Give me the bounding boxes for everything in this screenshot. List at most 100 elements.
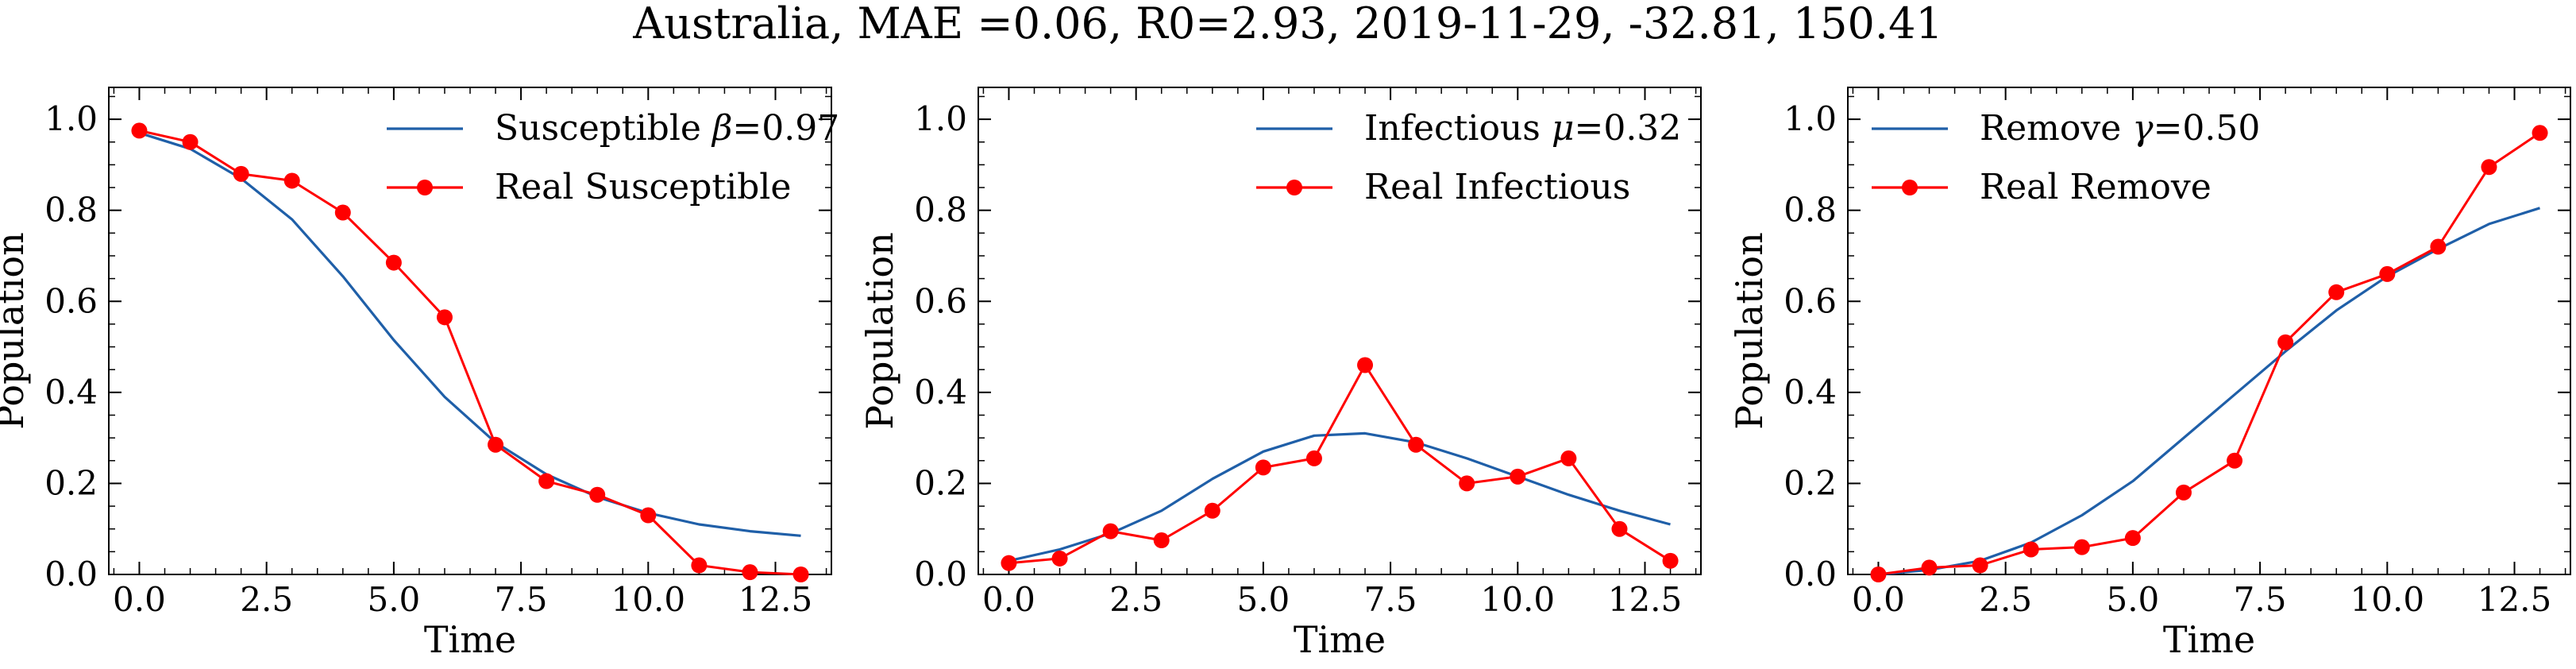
data-point [589,486,606,503]
series-line-real [139,129,801,576]
x-tick-label: 2.5 [1109,580,1163,619]
series-line-real [1878,132,2541,576]
chart-panel-1: 0.0 2.5 5.0 7.5 10.0 12.5 0.0 0.2 0.4 0.6 0.8 1.0 Ti… [0,87,839,661]
data-point [538,473,555,489]
y-tick-label: 0.6 [914,281,967,320]
data-point [2124,530,2141,547]
data-point [1921,559,1938,576]
data-point [2481,159,2497,176]
data-point [385,254,402,271]
x-tick-label: 5.0 [367,580,420,619]
y-tick-label: 1.0 [914,99,967,138]
y-tick-label: 0.8 [914,191,967,230]
data-point [1870,567,1887,582]
data-point [691,557,708,574]
y-axis-label: Population [858,232,901,430]
legend-entry: Real Remove [1872,167,2212,207]
x-tick-label: 12.5 [1608,580,1683,619]
x-tick-label: 7.5 [2234,580,2287,619]
data-point [1305,450,1322,466]
x-tick-label: 10.0 [2350,580,2425,619]
series-line-real [1008,364,1672,565]
x-tick-label: 5.0 [1236,580,1290,619]
legend-entry: Remove γ=0.50 [1872,108,2260,149]
y-tick-label: 0.2 [44,463,98,502]
y-tick-label: 0.8 [1784,191,1837,230]
data-point [1102,523,1119,539]
data-point [2073,539,2090,555]
y-tick-label: 0.6 [44,281,98,320]
legend-label: Susceptible β=0.97 [495,108,839,149]
data-point [283,172,300,189]
legend-marker [417,180,433,195]
x-tick-label: 0.0 [113,580,166,619]
y-axis-label: Population [0,232,32,430]
x-axis-label: Time [2163,618,2255,661]
x-tick-label: 5.0 [2106,580,2159,619]
legend-entry: Real Susceptible [387,167,791,207]
data-point [1357,357,1374,373]
x-tick-label: 7.5 [1364,580,1417,619]
data-point [2175,484,2192,501]
legend-label: Real Susceptible [495,167,791,207]
data-point [1204,502,1221,519]
y-tick-label: 0.2 [1784,463,1837,502]
data-point [2328,284,2345,300]
data-point [436,309,453,326]
data-point [1611,520,1628,537]
data-point [1408,436,1425,453]
x-tick-label: 2.5 [1979,580,2032,619]
y-axis-label: Population [1728,232,1771,430]
data-point [1153,532,1170,549]
data-point [1972,557,1988,574]
data-point [1662,552,1679,569]
legend-label: Real Infectious [1364,167,1630,207]
y-tick-label: 0.6 [1784,281,1837,320]
x-tick-label: 0.0 [982,580,1035,619]
y-tick-label: 0.0 [44,555,98,594]
y-tick-label: 0.8 [44,191,98,230]
data-point [2023,541,2039,558]
x-tick-label: 7.5 [495,580,548,619]
x-tick-label: 12.5 [2478,580,2552,619]
series-line-model [1878,207,2540,576]
x-tick-label: 2.5 [240,580,293,619]
data-point [1001,555,1017,571]
legend-entry: Infectious μ=0.32 [1256,108,1681,149]
legend-label: Infectious μ=0.32 [1364,108,1681,149]
legend-label: Real Remove [1980,167,2212,207]
data-point [1510,468,1526,485]
data-point [182,133,199,150]
legend-marker [1286,180,1302,195]
x-axis-label: Time [1294,618,1386,661]
y-tick-label: 0.4 [1784,373,1837,412]
y-tick-label: 0.4 [914,373,967,412]
data-point [640,507,657,524]
chart-panel-2: 0.0 2.5 5.0 7.5 10.0 12.5 0.0 0.2 0.4 0.6 0.8 1.0 Ti… [858,87,1702,661]
y-tick-label: 0.4 [44,373,98,412]
data-point [2277,334,2294,350]
series-line-model [1008,431,1671,563]
data-point [742,564,758,581]
data-point [1255,459,1271,476]
data-point [488,436,504,453]
data-point [2227,452,2243,469]
data-point [2532,125,2548,141]
legend-marker [1902,180,1918,195]
data-point [334,204,351,221]
figure-title: Australia, MAE =0.06, R0=2.93, 2019-11-2… [632,0,1943,48]
x-tick-label: 10.0 [611,580,686,619]
x-axis-label: Time [424,618,516,661]
y-tick-label: 1.0 [1784,99,1837,138]
legend-entry: Real Infectious [1256,167,1630,207]
series-line-model [139,131,801,537]
chart-panel-3: 0.0 2.5 5.0 7.5 10.0 12.5 0.0 0.2 0.4 0.6 0.8 1.0 Ti… [1728,87,2571,661]
data-point [233,165,249,182]
x-tick-label: 12.5 [738,580,813,619]
y-tick-label: 0.0 [914,555,967,594]
data-point [792,567,809,582]
data-point [2379,265,2396,282]
y-tick-label: 0.0 [1784,555,1837,594]
y-tick-label: 0.2 [914,463,967,502]
